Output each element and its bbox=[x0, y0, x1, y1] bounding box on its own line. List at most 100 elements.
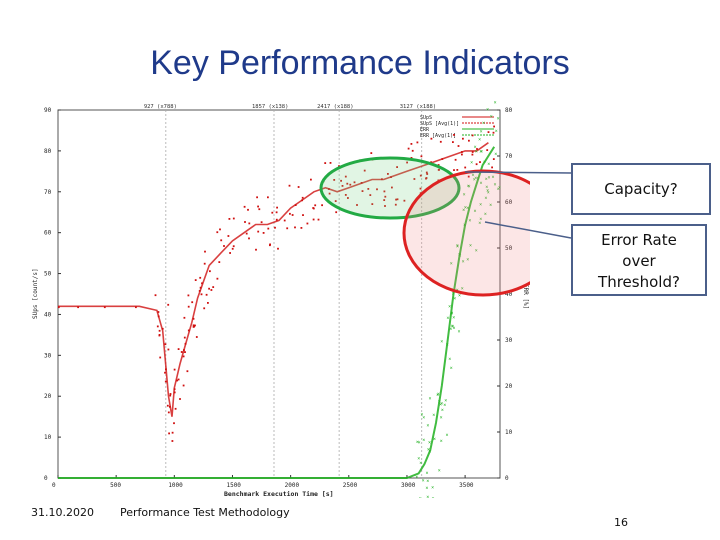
y-tick-label-right: 20 bbox=[505, 383, 513, 390]
y-axis-label-right: ERR [%] bbox=[522, 284, 529, 309]
series-point-sups bbox=[346, 182, 349, 185]
series-point-sups bbox=[218, 261, 221, 263]
series-point-err: × bbox=[440, 401, 443, 407]
series-point-sups bbox=[425, 177, 428, 179]
series-point-sups bbox=[492, 131, 495, 134]
series-point-err: × bbox=[462, 207, 465, 213]
series-point-sups bbox=[314, 204, 317, 207]
series-point-err: × bbox=[444, 398, 447, 404]
series-point-sups bbox=[452, 141, 454, 143]
y-tick-label-right: 40 bbox=[505, 291, 513, 298]
y-tick-label-right: 80 bbox=[505, 107, 513, 114]
series-point-err: × bbox=[450, 311, 453, 317]
series-point-err: × bbox=[426, 471, 429, 477]
y-tick-label-left: 70 bbox=[44, 189, 52, 196]
series-point-err: × bbox=[488, 175, 491, 181]
series-point-sups bbox=[301, 196, 304, 199]
error-rate-line-3: Threshold? bbox=[598, 273, 680, 291]
series-point-err: × bbox=[490, 114, 493, 120]
series-point-err: × bbox=[422, 478, 425, 484]
series-point-sups bbox=[461, 153, 463, 156]
series-point-err: × bbox=[494, 152, 497, 158]
series-point-sups bbox=[212, 286, 215, 288]
series-point-sups bbox=[158, 334, 161, 336]
series-point-sups bbox=[168, 432, 170, 435]
series-point-sups bbox=[177, 348, 180, 350]
series-point-sups bbox=[294, 204, 297, 206]
series-point-sups bbox=[231, 247, 234, 250]
series-point-sups bbox=[371, 203, 374, 205]
series-point-sups bbox=[317, 218, 320, 221]
marker-label: 927 (x788) bbox=[144, 104, 177, 110]
series-point-sups bbox=[180, 351, 183, 353]
series-point-sups bbox=[277, 247, 279, 250]
series-point-sups bbox=[457, 145, 460, 147]
series-point-sups bbox=[262, 232, 265, 234]
y-tick-label-right: 50 bbox=[505, 245, 513, 252]
series-point-err: × bbox=[478, 137, 481, 143]
series-point-sups bbox=[395, 198, 397, 201]
series-point-err: × bbox=[422, 415, 425, 421]
series-point-sups bbox=[437, 168, 440, 171]
series-point-err: × bbox=[453, 326, 456, 332]
series-point-err: × bbox=[486, 188, 489, 194]
series-point-sups bbox=[245, 232, 248, 235]
series-point-sups bbox=[360, 182, 363, 184]
series-point-sups bbox=[179, 398, 181, 400]
series-point-err: × bbox=[428, 440, 431, 446]
y-tick-label-left: 50 bbox=[44, 271, 52, 278]
legend-entry: ERR bbox=[420, 127, 430, 133]
series-point-sups bbox=[361, 190, 364, 192]
series-point-sups bbox=[369, 194, 372, 196]
series-point-sups bbox=[173, 422, 175, 425]
series-point-sups bbox=[383, 190, 386, 193]
series-point-sups bbox=[493, 125, 495, 128]
series-point-sups bbox=[77, 306, 79, 309]
series-point-sups bbox=[164, 371, 166, 374]
x-tick-label: 3500 bbox=[459, 482, 474, 489]
series-point-sups bbox=[187, 305, 190, 308]
plot-svg: 927 (x788) 1857 (x138) 2417 (x188) 3127 (x1… bbox=[32, 100, 564, 517]
series-point-sups bbox=[425, 171, 428, 174]
series-point-sups bbox=[312, 207, 315, 209]
series-point-sups bbox=[248, 222, 251, 225]
series-point-sups bbox=[232, 217, 235, 220]
x-tick-label: 0 bbox=[52, 482, 56, 489]
series-point-err: × bbox=[468, 218, 471, 224]
series-point-err: × bbox=[498, 185, 501, 191]
series-point-sups bbox=[491, 166, 493, 169]
series-point-sups bbox=[310, 178, 312, 181]
series-point-sups bbox=[301, 199, 303, 202]
series-point-sups bbox=[177, 378, 180, 381]
series-point-sups bbox=[462, 137, 464, 140]
series-point-sups bbox=[227, 235, 230, 237]
series-point-sups bbox=[161, 327, 164, 330]
capacity-highlight-ellipse bbox=[319, 156, 461, 220]
page-number: 16 bbox=[614, 516, 628, 529]
series-point-sups bbox=[173, 368, 176, 371]
series-point-err: × bbox=[431, 485, 434, 491]
series-point-sups bbox=[154, 294, 157, 297]
series-point-sups bbox=[289, 212, 291, 215]
series-point-sups bbox=[157, 315, 160, 318]
series-point-sups bbox=[291, 214, 294, 216]
series-point-sups bbox=[216, 231, 219, 234]
series-point-err: × bbox=[448, 357, 451, 363]
series-point-sups bbox=[407, 147, 410, 150]
series-point-err: × bbox=[438, 399, 441, 405]
series-point-sups bbox=[200, 293, 203, 296]
series-point-sups bbox=[157, 311, 160, 313]
series-point-sups bbox=[207, 302, 209, 304]
series-point-sups bbox=[329, 162, 332, 164]
y-axis-label-left: SUps [count/s] bbox=[32, 268, 39, 319]
series-point-sups bbox=[288, 184, 291, 187]
series-point-sups bbox=[232, 245, 235, 248]
series-point-err: × bbox=[487, 190, 490, 196]
series-point-sups bbox=[312, 218, 315, 221]
legend-entry: SUpS [Avg(1)] bbox=[420, 121, 459, 127]
series-point-err: × bbox=[487, 162, 490, 168]
series-point-sups bbox=[387, 173, 389, 175]
series-point-err: × bbox=[418, 440, 421, 446]
series-point-sups bbox=[479, 161, 481, 163]
series-point-sups bbox=[184, 351, 186, 353]
